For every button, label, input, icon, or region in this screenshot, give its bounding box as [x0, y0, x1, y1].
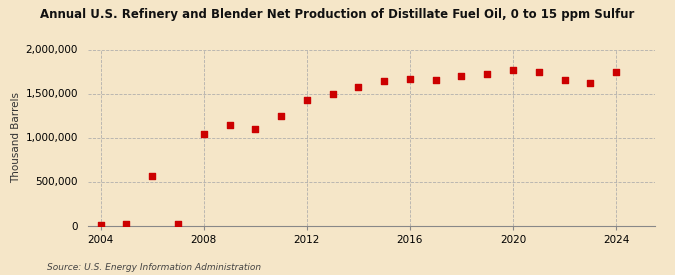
Point [482, 72, 493, 76]
Point [121, 222, 132, 226]
Text: Source: U.S. Energy Information Administration: Source: U.S. Energy Information Administ… [47, 263, 261, 272]
Point [146, 174, 157, 178]
Point [404, 76, 415, 81]
Point [275, 113, 286, 118]
Point [611, 69, 622, 74]
Point [250, 126, 261, 131]
Point [533, 69, 544, 74]
Point [585, 81, 596, 85]
Y-axis label: Thousand Barrels: Thousand Barrels [11, 92, 22, 183]
Point [302, 97, 313, 102]
Text: Annual U.S. Refinery and Blender Net Production of Distillate Fuel Oil, 0 to 15 : Annual U.S. Refinery and Blender Net Pro… [40, 8, 634, 21]
Point [456, 74, 467, 78]
Point [353, 85, 364, 90]
Point [559, 78, 570, 82]
Point [198, 132, 209, 136]
Point [508, 68, 518, 72]
Point [430, 78, 441, 82]
Point [379, 79, 389, 83]
Point [95, 223, 106, 227]
Point [224, 123, 235, 127]
Point [327, 92, 338, 97]
Point [173, 222, 184, 226]
